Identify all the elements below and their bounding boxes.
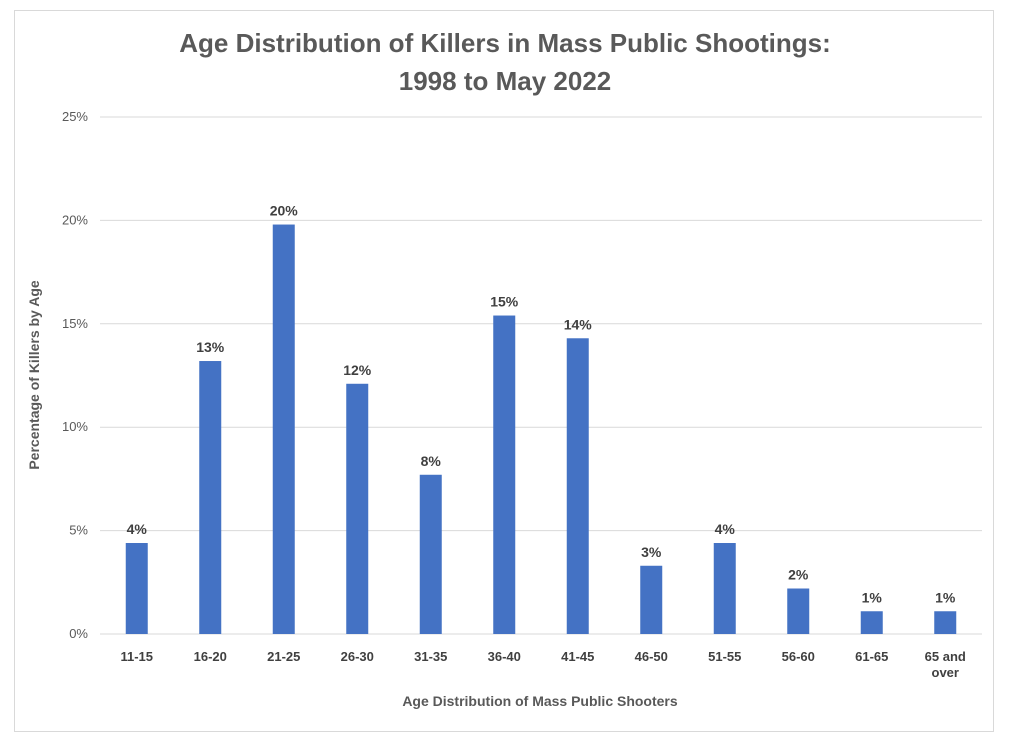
bar (419, 474, 442, 634)
data-label: 13% (196, 339, 225, 355)
bar (787, 588, 810, 634)
x-tick-label: 41-45 (561, 649, 594, 664)
data-label: 12% (343, 362, 372, 378)
x-tick-label: 65 and over (925, 649, 966, 680)
x-tick-label: 21-25 (267, 649, 300, 664)
bar (640, 565, 663, 634)
x-tick-label: 61-65 (855, 649, 888, 664)
data-label: 8% (421, 453, 442, 469)
y-tick-label: 20% (62, 212, 88, 227)
y-tick-label: 0% (69, 626, 88, 641)
bar (272, 224, 295, 634)
data-label: 1% (935, 589, 956, 605)
x-axis-ticks: 11-15 16-20 21-25 26-30 31-35 36-40 41-45 46-50… (120, 649, 965, 680)
y-axis-ticks: 0% 5% 10% 15% 20% 25% (62, 109, 88, 641)
x-tick-label: 46-50 (635, 649, 668, 664)
bar (934, 611, 957, 634)
y-tick-label: 5% (69, 523, 88, 538)
y-tick-label: 15% (62, 316, 88, 331)
data-label: 15% (490, 294, 519, 310)
bar (493, 315, 516, 634)
y-tick-label: 10% (62, 419, 88, 434)
data-label: 3% (641, 544, 662, 560)
bar (346, 383, 369, 634)
x-tick-label: 31-35 (414, 649, 447, 664)
x-tick-label: 56-60 (782, 649, 815, 664)
chart-title-line-2: 1998 to May 2022 (399, 66, 611, 96)
x-tick-label: 16-20 (194, 649, 227, 664)
chart-title-line-1: Age Distribution of Killers in Mass Publ… (179, 28, 831, 58)
y-tick-label: 25% (62, 109, 88, 124)
grid-layer (100, 116, 982, 635)
x-tick-label: 11-15 (120, 649, 153, 664)
data-label: 1% (862, 589, 883, 605)
x-tick-label: 26-30 (341, 649, 374, 664)
y-axis-label: Percentage of Killers by Age (26, 280, 42, 470)
data-label: 20% (270, 203, 299, 219)
data-label: 2% (788, 567, 809, 583)
x-tick-label: 36-40 (488, 649, 521, 664)
bar (125, 543, 148, 634)
data-label: 14% (564, 316, 593, 332)
x-axis-label: Age Distribution of Mass Public Shooters (402, 693, 678, 709)
data-label: 4% (715, 521, 736, 537)
bar (713, 543, 736, 634)
bar-layer (125, 224, 957, 634)
bar (566, 338, 589, 634)
bar (199, 361, 222, 634)
data-label-layer: 4% 13% 20% 12% 8% 15% 14% 3% 4% 2% 1% 1% (127, 203, 956, 606)
data-label: 4% (127, 521, 148, 537)
bar (860, 611, 883, 634)
x-tick-label: 51-55 (708, 649, 741, 664)
